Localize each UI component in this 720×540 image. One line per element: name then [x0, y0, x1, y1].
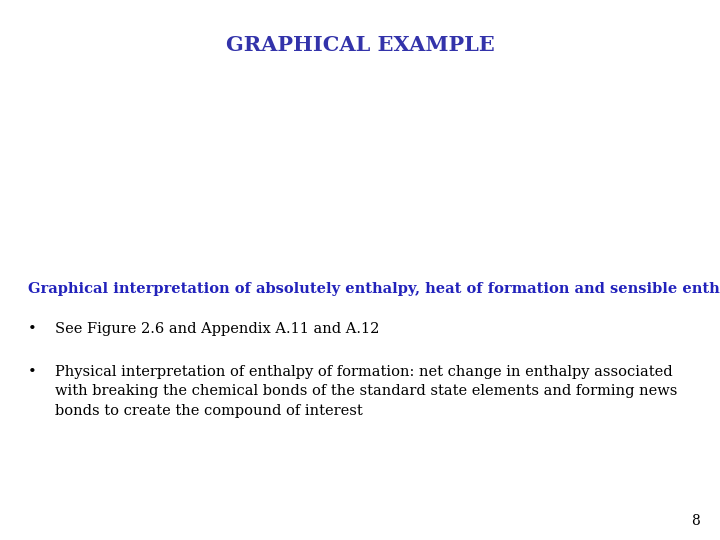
Text: Physical interpretation of enthalpy of formation: net change in enthalpy associa: Physical interpretation of enthalpy of f… [55, 365, 678, 418]
Text: GRAPHICAL EXAMPLE: GRAPHICAL EXAMPLE [225, 35, 495, 55]
Text: •: • [28, 365, 37, 379]
Text: Graphical interpretation of absolutely enthalpy, heat of formation and sensible : Graphical interpretation of absolutely e… [28, 282, 720, 296]
Text: See Figure 2.6 and Appendix A.11 and A.12: See Figure 2.6 and Appendix A.11 and A.1… [55, 322, 379, 336]
Text: •: • [28, 322, 37, 336]
Text: 8: 8 [691, 514, 700, 528]
